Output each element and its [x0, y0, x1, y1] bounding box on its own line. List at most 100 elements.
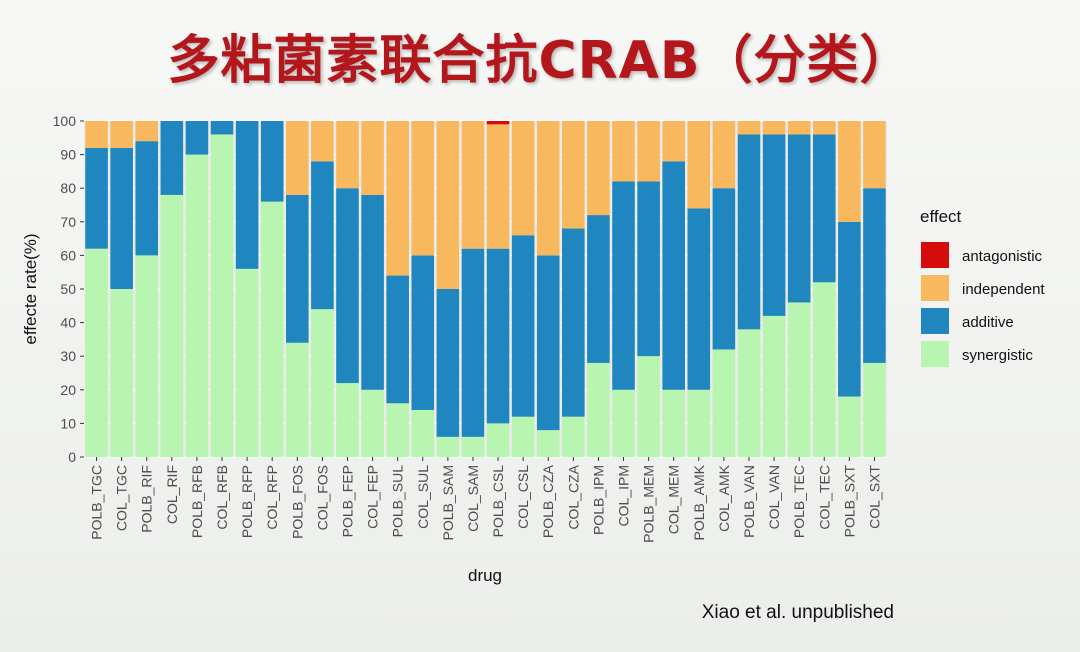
bar-segment-synergistic: [311, 309, 334, 457]
bar-segment-synergistic: [386, 403, 409, 457]
x-tick-label: COL_RIF: [164, 465, 180, 524]
x-tick-label: COL_MEM: [666, 465, 682, 534]
x-tick-label: POLB_SAM: [440, 465, 456, 540]
y-axis-title: effecte rate(%): [21, 233, 40, 344]
bar-segment-independent: [361, 121, 384, 195]
bar-segment-synergistic: [185, 154, 209, 457]
bar-segment-synergistic: [863, 362, 886, 457]
y-tick-label: 60: [60, 247, 76, 263]
bar-segment-synergistic: [260, 201, 284, 457]
bar-segment-independent: [461, 121, 485, 249]
x-tick-label: POLB_TGC: [89, 465, 105, 540]
bar-segment-independent: [511, 121, 535, 236]
x-tick-label: POLB_CSL: [490, 465, 506, 538]
bar-segment-independent: [762, 121, 786, 135]
bar-segment-synergistic: [511, 416, 535, 457]
legend-swatch-antagonistic: [921, 242, 949, 268]
bar-segment-synergistic: [612, 389, 635, 457]
bar-segment-synergistic: [486, 423, 510, 457]
x-tick-label: COL_FOS: [314, 465, 330, 530]
x-tick-label: COL_VAN: [766, 465, 782, 529]
legend-swatch-synergistic: [921, 341, 949, 367]
bar-segment-additive: [386, 275, 409, 404]
bar-segment-synergistic: [687, 389, 711, 457]
bar-segment-additive: [110, 147, 133, 289]
bar-segment-synergistic: [737, 329, 761, 457]
bar-segment-synergistic: [461, 436, 485, 457]
bar-segment-synergistic: [210, 134, 234, 457]
bar-segment-independent: [411, 121, 435, 256]
x-tick-label: COL_CZA: [565, 464, 581, 529]
bar-segment-additive: [511, 235, 535, 417]
bar-segment-independent: [85, 121, 108, 148]
x-tick-label: POLB_IPM: [590, 465, 606, 535]
x-tick-label: POLB_FEP: [339, 465, 355, 537]
x-tick-label: COL_CSL: [515, 465, 531, 529]
bar-segment-additive: [461, 248, 485, 437]
bar-segment-synergistic: [762, 315, 786, 457]
x-tick-label: POLB_SUL: [390, 465, 406, 538]
y-tick-label: 50: [60, 281, 76, 297]
bar-segment-additive: [210, 121, 234, 135]
legend-title: effect: [920, 207, 962, 226]
bar-segment-additive: [687, 208, 711, 390]
bar-segment-independent: [662, 121, 685, 162]
bar-segment-independent: [612, 121, 635, 182]
bar-segment-independent: [712, 121, 736, 189]
bar-segment-independent: [787, 121, 811, 135]
bar-segment-additive: [712, 188, 736, 350]
bar-segment-synergistic: [812, 282, 836, 457]
bar-segment-additive: [286, 194, 309, 343]
x-tick-label: COL_TGC: [114, 465, 130, 531]
bar-segment-additive: [662, 161, 685, 390]
bar-segment-synergistic: [135, 255, 159, 457]
bar-segment-additive: [863, 188, 886, 363]
bar-segment-synergistic: [286, 342, 309, 457]
source-footnote: Xiao et al. unpublished: [701, 602, 894, 623]
bar-segment-independent: [436, 121, 460, 289]
bar-segment-additive: [260, 121, 284, 202]
bar-segment-independent: [311, 121, 334, 162]
bar-segment-synergistic: [838, 396, 861, 457]
legend-swatch-additive: [921, 308, 949, 334]
y-tick-label: 10: [60, 415, 76, 431]
bar-segment-additive: [787, 134, 811, 303]
bar-segment-synergistic: [336, 383, 359, 457]
x-tick-label: COL_SAM: [465, 465, 481, 532]
bar-segment-additive: [361, 194, 384, 390]
bar-segment-additive: [762, 134, 786, 316]
bar-segment-additive: [612, 181, 635, 390]
x-tick-label: COL_SUL: [415, 465, 431, 529]
x-tick-label: POLB_AMK: [691, 464, 707, 540]
x-tick-label: COL_SXT: [866, 465, 882, 529]
bar-segment-antagonistic: [486, 121, 510, 125]
bar-segment-additive: [185, 121, 209, 155]
bar-segment-independent: [687, 121, 711, 209]
x-tick-label: COL_IPM: [616, 465, 632, 526]
x-tick-label: COL_AMK: [716, 464, 732, 532]
bar-segment-independent: [536, 121, 560, 256]
bar-segment-independent: [336, 121, 359, 189]
bar-segment-independent: [562, 121, 585, 229]
bar-segment-independent: [386, 121, 409, 276]
bar-segment-additive: [838, 221, 861, 397]
bar-segment-synergistic: [110, 289, 133, 457]
bar-segment-synergistic: [436, 436, 460, 457]
x-tick-label: POLB_TEC: [791, 465, 807, 538]
bar-segment-additive: [160, 121, 184, 195]
bar-segment-independent: [737, 121, 761, 135]
bar-segment-synergistic: [85, 248, 108, 457]
bar-segment-synergistic: [637, 356, 660, 457]
bar-segment-independent: [863, 121, 886, 189]
x-tick-label: COL_TEC: [816, 465, 832, 530]
bar-segment-additive: [536, 255, 560, 431]
bar-segment-additive: [587, 215, 610, 363]
bar-segment-independent: [812, 121, 836, 135]
bar-segment-additive: [436, 289, 460, 437]
bar-segment-additive: [812, 134, 836, 283]
bar-segment-independent: [286, 121, 309, 195]
bar-segment-synergistic: [587, 362, 610, 457]
x-tick-label: POLB_RIF: [139, 465, 155, 533]
bar-segment-synergistic: [562, 416, 585, 457]
y-tick-label: 0: [68, 449, 76, 465]
